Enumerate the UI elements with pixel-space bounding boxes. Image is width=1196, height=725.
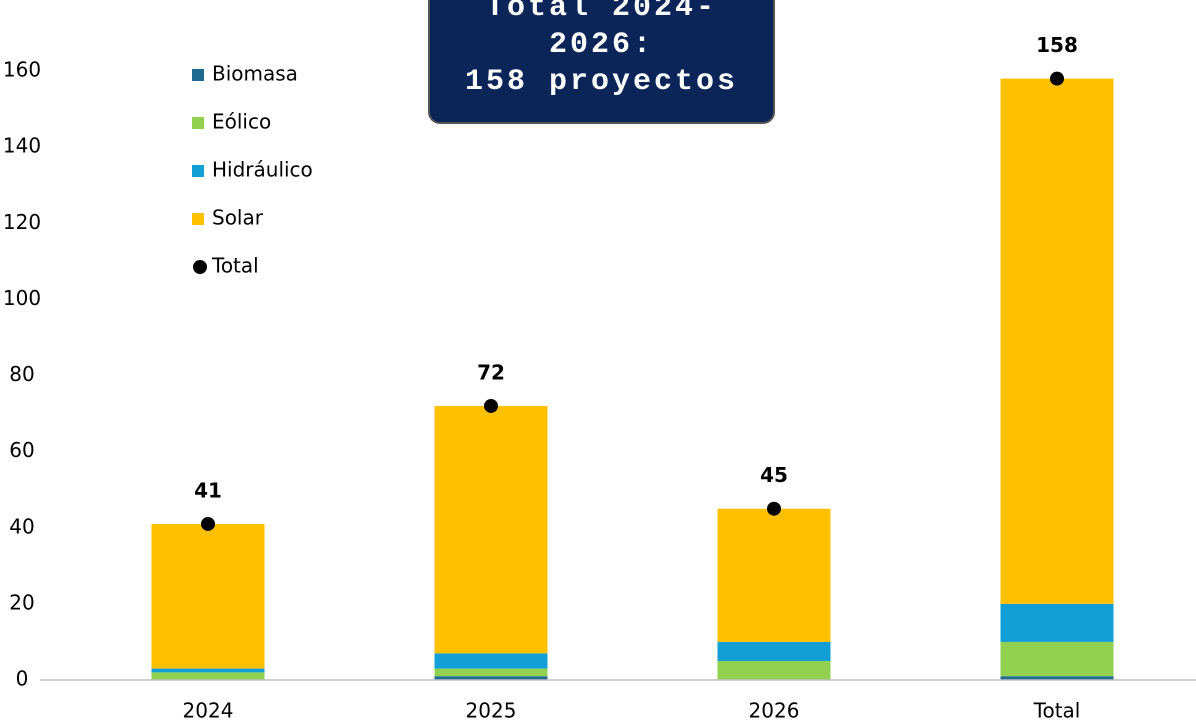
bar-segment <box>151 672 265 680</box>
bar-segment <box>717 508 831 642</box>
bar-segment <box>717 660 831 680</box>
bar-segment <box>151 523 265 669</box>
bar-segment <box>434 653 548 669</box>
total-marker <box>1050 71 1064 86</box>
legend-label: Solar <box>212 206 264 230</box>
legend-label: Eólico <box>212 110 271 134</box>
y-tick-label: 140 <box>3 134 41 158</box>
data-label: 45 <box>760 463 788 487</box>
data-label: 158 <box>1036 33 1078 57</box>
y-tick-label: 20 <box>9 590 34 614</box>
bar-segment <box>151 668 265 673</box>
legend-swatch <box>192 117 204 129</box>
total-marker <box>201 516 215 531</box>
bar-segment <box>1000 676 1114 680</box>
bar-segment <box>1000 641 1114 677</box>
bar-segment <box>717 641 831 661</box>
x-tick-label: 2024 <box>183 699 234 723</box>
x-tick-label: 2025 <box>466 699 517 723</box>
bar-segment <box>1000 603 1114 642</box>
x-tick-label: Total <box>1033 699 1081 723</box>
y-tick-label: 120 <box>3 210 41 234</box>
bar-segment <box>434 405 548 654</box>
legend-swatch <box>192 213 204 225</box>
y-tick-label: 40 <box>9 514 34 538</box>
y-tick-label: 100 <box>3 286 41 310</box>
x-tick-label: 2026 <box>749 699 800 723</box>
data-label: 41 <box>194 478 222 502</box>
data-label: 72 <box>477 360 505 384</box>
annotation-line: 2026: <box>548 28 654 62</box>
legend-label: Total <box>211 254 259 278</box>
y-tick-label: 160 <box>3 58 41 82</box>
annotation-line: 158 proyectos <box>464 65 739 99</box>
annotation-box: Total 2024- 2026: 158 proyectos <box>428 0 775 124</box>
y-tick-label: 60 <box>9 438 34 462</box>
bar-segment <box>434 676 548 680</box>
total-marker <box>484 398 498 413</box>
legend-label: Hidráulico <box>212 158 313 182</box>
annotation-line: Total 2024- <box>485 0 718 25</box>
bar-segment <box>1000 78 1114 604</box>
y-tick-label: 80 <box>9 362 34 386</box>
legend-swatch <box>192 69 204 81</box>
legend-swatch <box>192 165 204 177</box>
bar-segment <box>434 668 548 677</box>
y-tick-label: 0 <box>16 667 29 691</box>
legend-label: Biomasa <box>212 62 298 86</box>
legend-swatch <box>193 260 207 274</box>
total-marker <box>767 501 781 516</box>
